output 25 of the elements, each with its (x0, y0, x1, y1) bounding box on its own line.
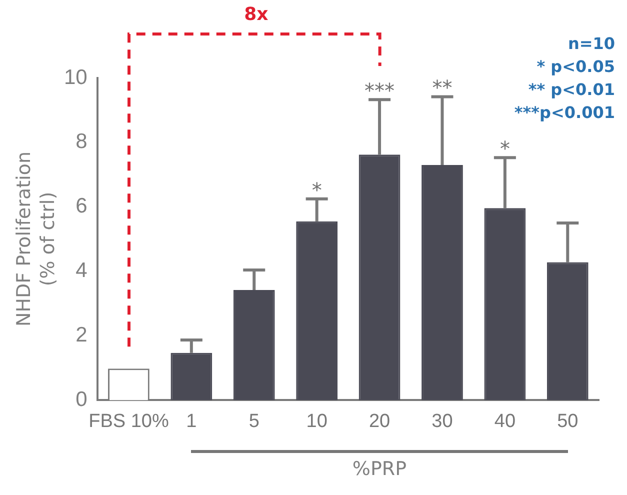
x-tick-label: 1 (186, 410, 197, 432)
text: n=10 (566, 33, 615, 55)
x-axis-title: %PRP (351, 458, 408, 480)
x-tick-label: 50 (557, 410, 578, 432)
text: 8x (244, 4, 268, 25)
x-tick-label: FBS 10% (88, 410, 169, 432)
annotation: ** p<0.01 (527, 79, 615, 101)
x-tick-label: 10 (306, 410, 328, 432)
x-tick-label: 20 (368, 410, 390, 432)
annotation: ** (432, 76, 452, 100)
y-axis-title: NHDF Proliferation (% of ctrl) (12, 150, 60, 329)
y-tick-label: 2 (76, 324, 88, 347)
annotation: * (500, 136, 510, 161)
annotation: ***p<0.001 (514, 102, 615, 124)
x-tick-label: 40 (494, 410, 516, 432)
y-tick-label: 0 (76, 388, 88, 411)
annotation: * (312, 178, 322, 202)
y-tick-label: 10 (64, 66, 88, 89)
y-tick-label: 8 (76, 130, 88, 154)
y-tick-label: 4 (76, 259, 88, 282)
y-tick-label: 6 (76, 194, 88, 218)
annotation: *** (364, 78, 395, 103)
x-tick-label: 5 (248, 410, 260, 432)
x-tick-label: 30 (432, 410, 453, 432)
text: * p<0.05 (536, 56, 615, 78)
